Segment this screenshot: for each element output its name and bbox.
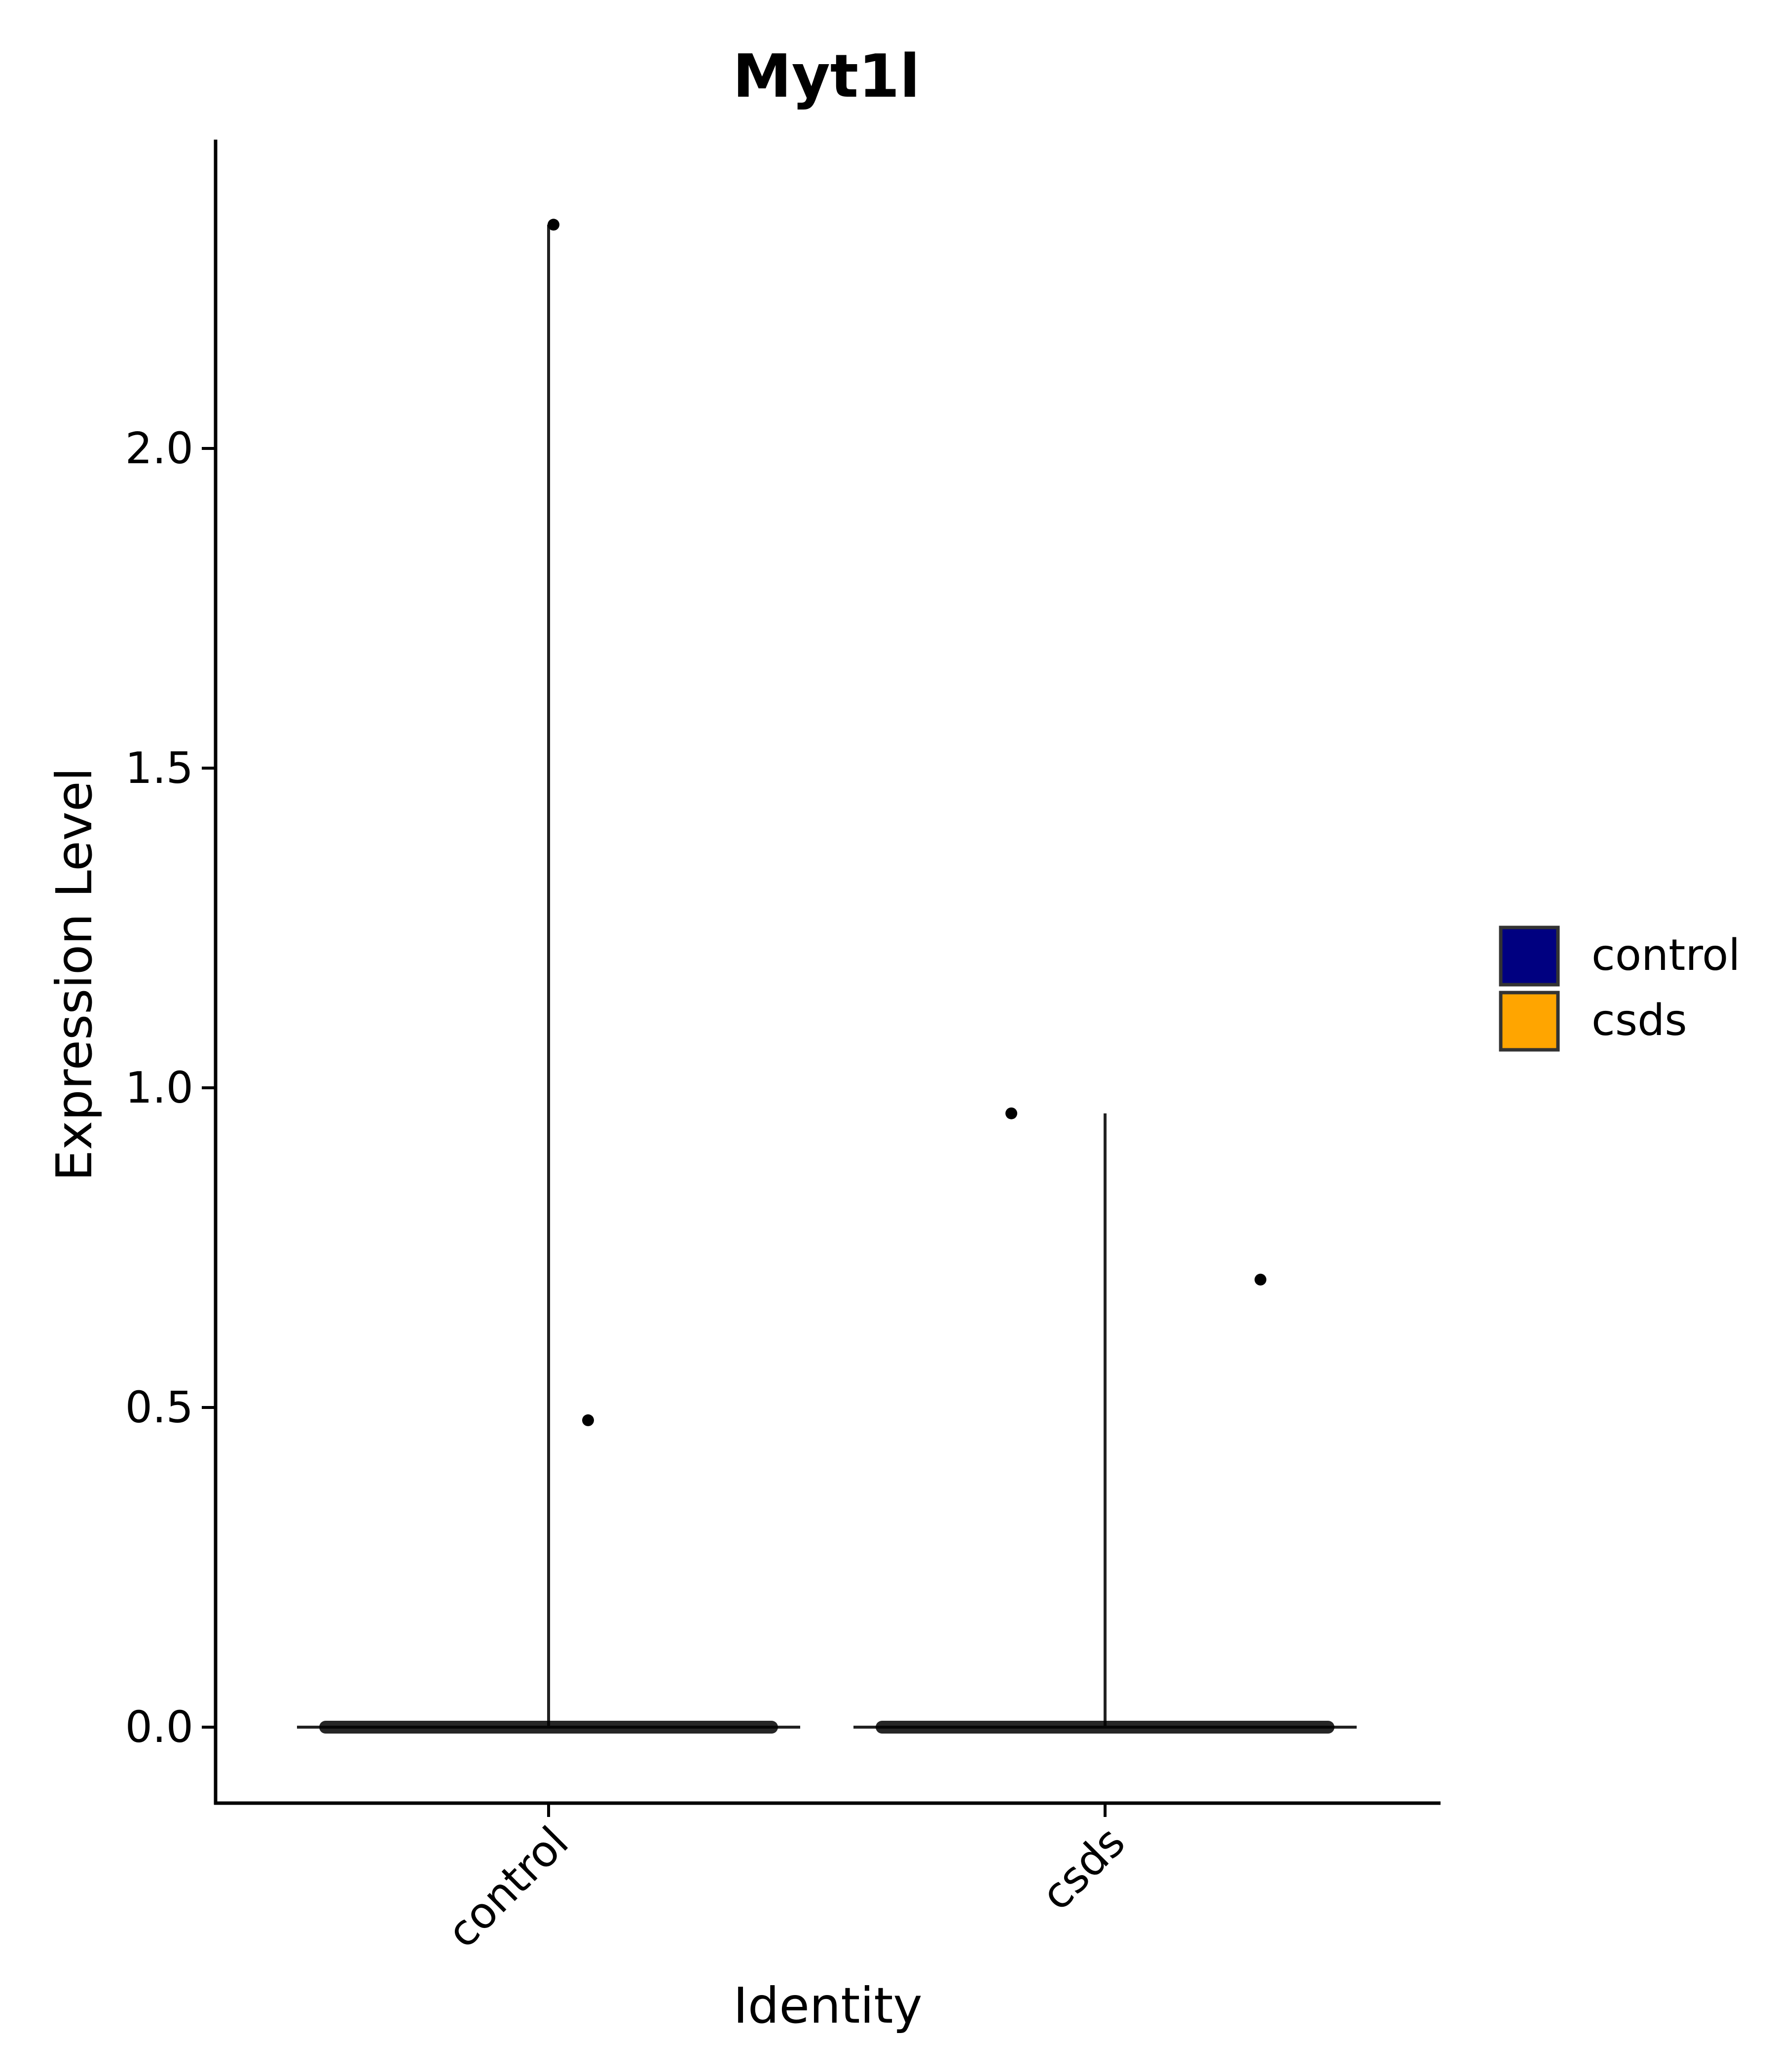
chart-title: Myt1l — [733, 42, 920, 111]
violin-csds — [853, 1107, 1357, 1734]
x-axis-title: Identity — [733, 1977, 922, 2035]
legend-swatch-csds — [1499, 991, 1560, 1052]
plot-panel — [297, 219, 1357, 1734]
y-tick-label: 1.0 — [125, 1063, 193, 1113]
y-tick-label: 0.5 — [125, 1382, 193, 1433]
y-tick-label: 0.0 — [125, 1702, 193, 1752]
legend-label-csds: csds — [1591, 995, 1687, 1045]
y-tick-label: 2.0 — [125, 423, 193, 474]
violin-control — [297, 219, 800, 1734]
data-point — [1005, 1107, 1017, 1119]
zero-points-csds — [876, 1721, 1334, 1734]
data-point — [548, 219, 559, 231]
x-tick-label: control — [437, 1817, 578, 1958]
y-tick-label: 1.5 — [125, 743, 193, 793]
legend-swatch-control — [1499, 925, 1560, 987]
x-axis-ticks: control csds — [437, 1803, 1135, 1958]
legend-label-control: control — [1591, 930, 1740, 980]
data-point — [1255, 1273, 1266, 1286]
legend: control csds — [1499, 925, 1740, 1052]
y-axis-ticks: 0.0 0.5 1.0 1.5 2.0 — [125, 423, 216, 1752]
y-axis-title: Expression Level — [45, 768, 103, 1182]
x-tick-label: csds — [1032, 1817, 1135, 1920]
data-point — [582, 1414, 594, 1426]
zero-points-control — [319, 1721, 778, 1734]
